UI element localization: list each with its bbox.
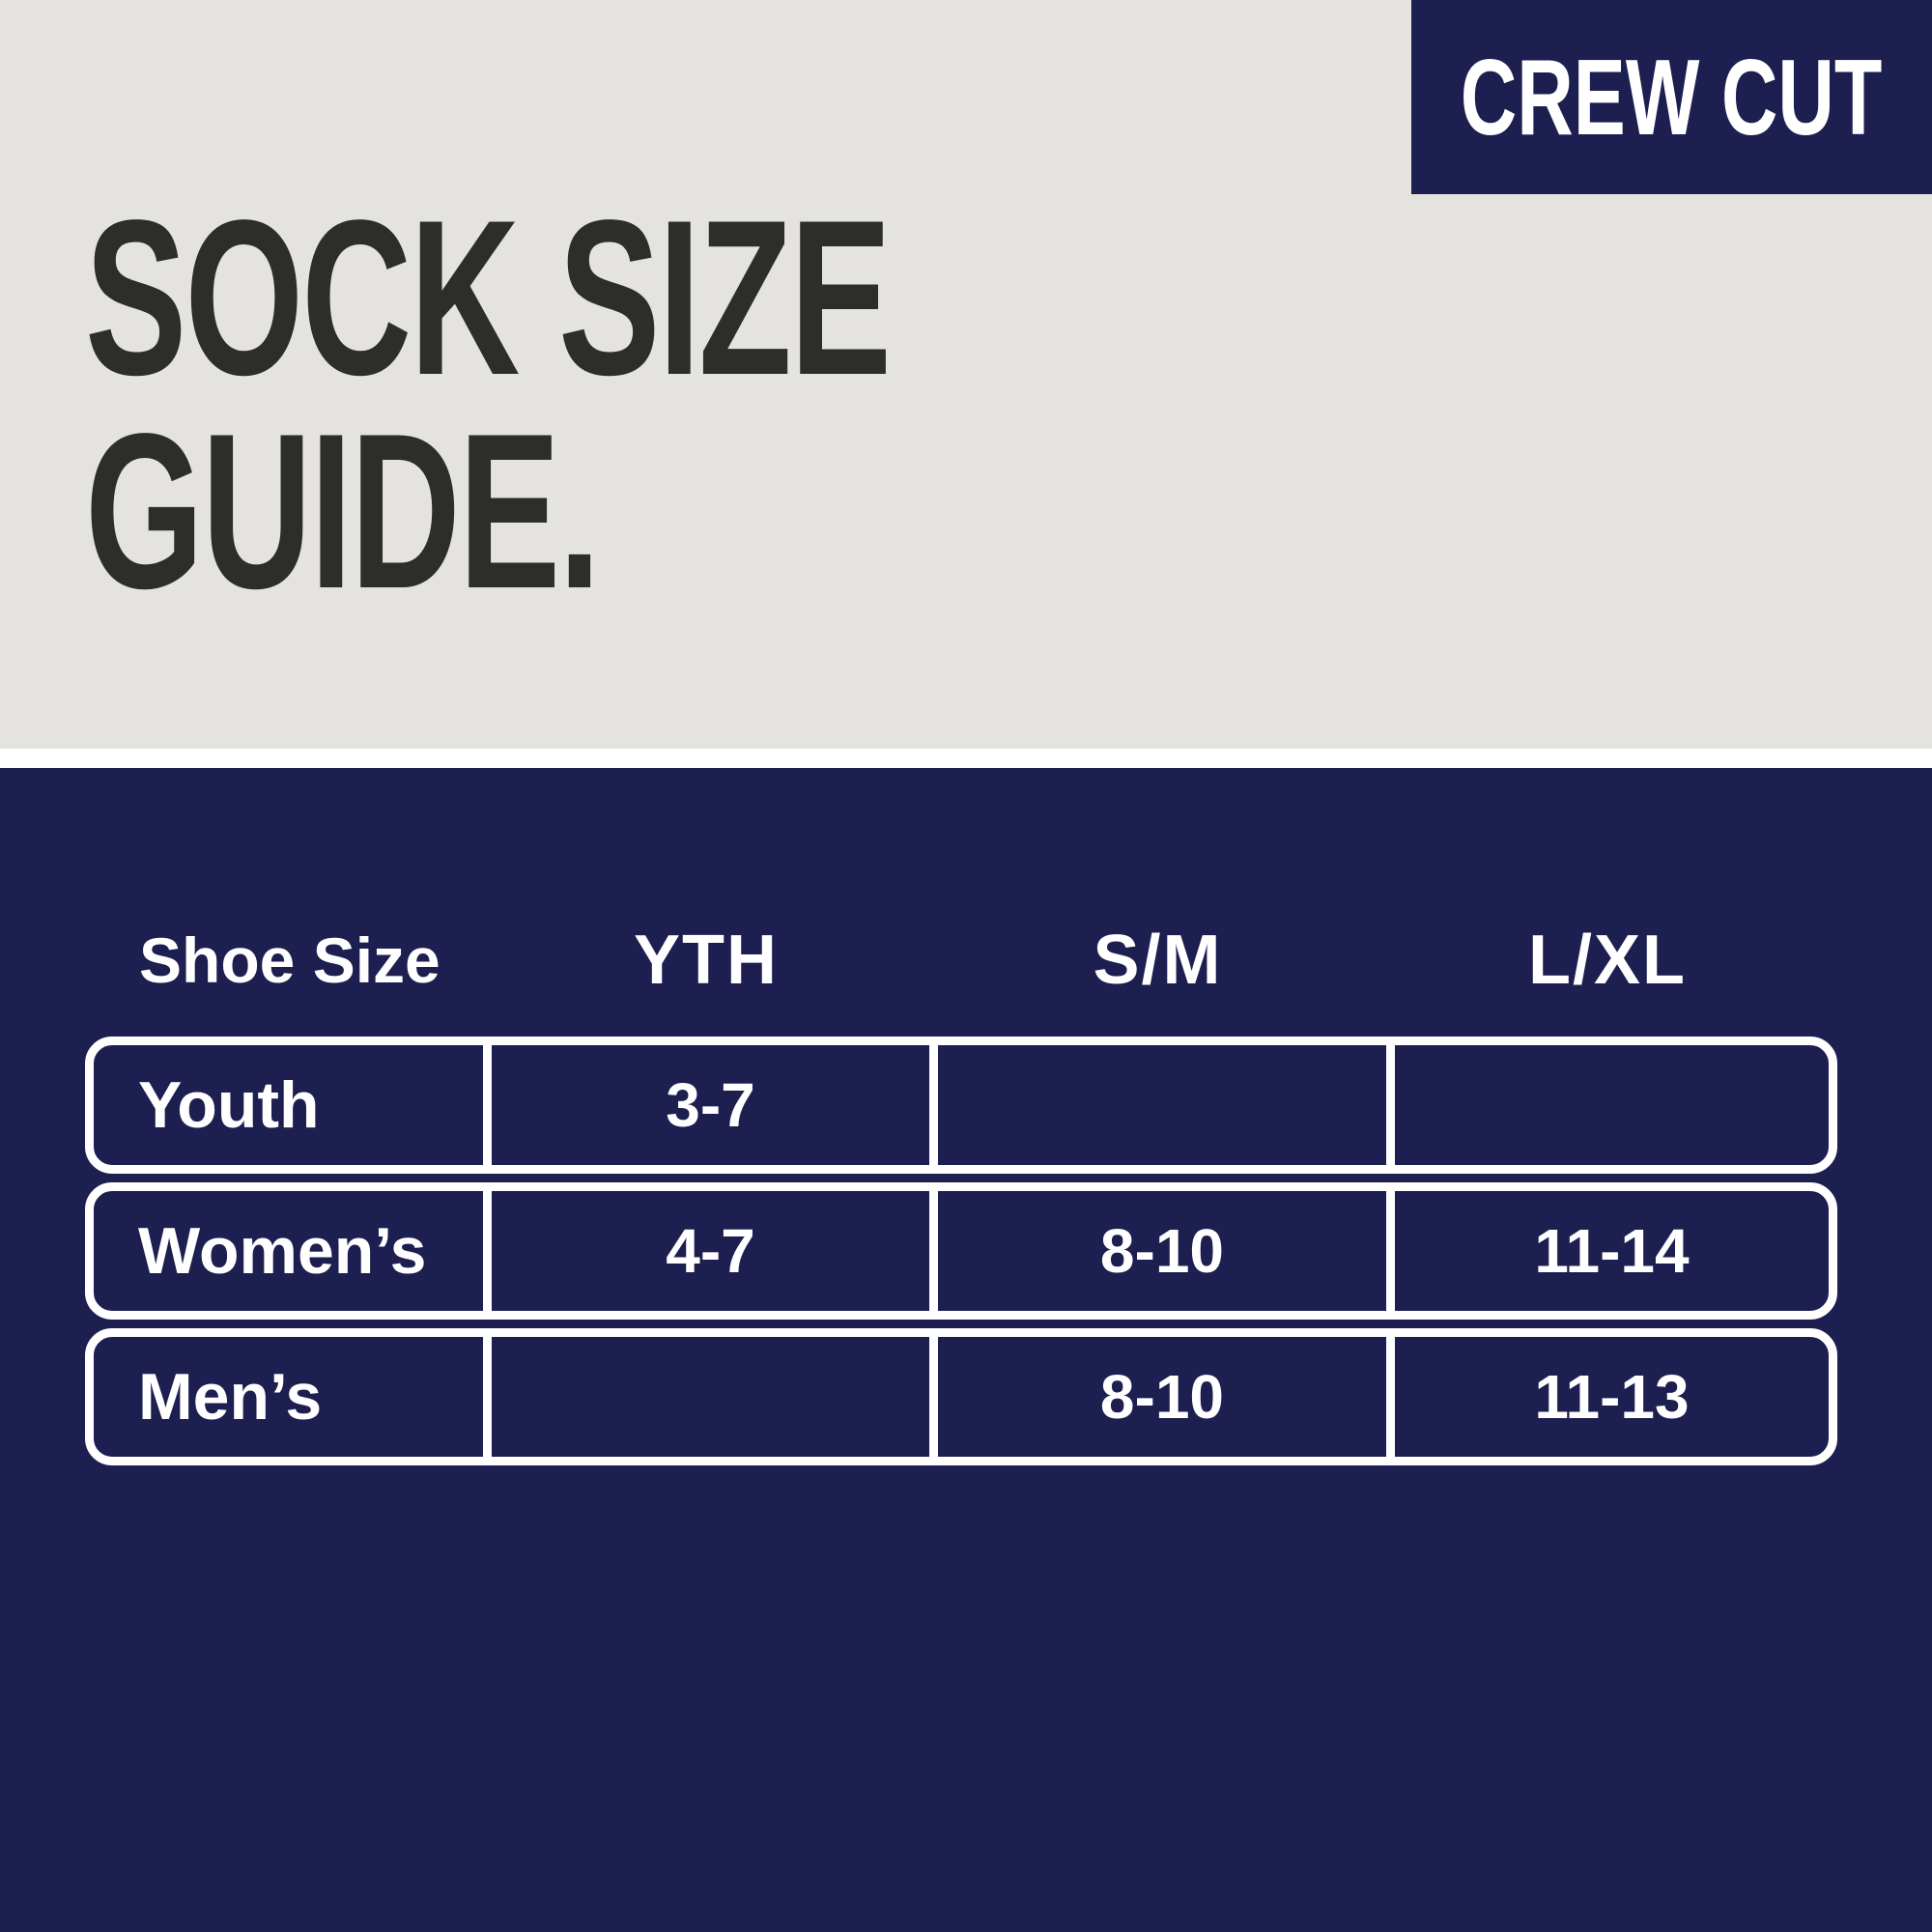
size-table-section: Shoe Size YTH S/M L/XL Youth 3-7 Women’s… (0, 768, 1932, 1932)
section-divider (0, 749, 1932, 768)
page-title-line2: GUIDE. (85, 387, 601, 635)
header-yth: YTH (633, 922, 779, 999)
row-label-youth: Youth (138, 1068, 320, 1142)
womens-sm-value: 8-10 (928, 1191, 1386, 1311)
mens-sm-value: 8-10 (928, 1337, 1386, 1457)
table-body: Youth 3-7 Women’s 4-7 8-10 11-14 Men’s 8… (85, 1037, 1837, 1465)
table-header-row: Shoe Size YTH S/M L/XL (85, 922, 1837, 999)
row-label-mens: Men’s (138, 1360, 323, 1434)
mens-lxl-value: 11-13 (1386, 1337, 1829, 1457)
womens-lxl-value: 11-14 (1386, 1191, 1829, 1311)
youth-lxl-value (1386, 1045, 1829, 1165)
row-label-womens: Women’s (138, 1214, 427, 1288)
youth-sm-value (928, 1045, 1386, 1165)
header-lxl: L/XL (1527, 922, 1687, 999)
size-table: Shoe Size YTH S/M L/XL Youth 3-7 Women’s… (85, 922, 1837, 1465)
womens-yth-value: 4-7 (483, 1191, 929, 1311)
mens-yth-value (483, 1337, 929, 1457)
header-sm: S/M (1093, 922, 1223, 999)
crew-cut-badge-label: CREW CUT (1461, 37, 1883, 157)
header-shoe-size: Shoe Size (139, 924, 440, 996)
youth-yth-value: 3-7 (483, 1045, 929, 1165)
hero-section: SOCK SIZE GUIDE. CREW CUT (0, 0, 1932, 749)
table-row-mens: Men’s 8-10 11-13 (85, 1328, 1837, 1465)
page-title-line1: SOCK SIZE (85, 174, 892, 421)
table-row-womens: Women’s 4-7 8-10 11-14 (85, 1182, 1837, 1320)
page-title: SOCK SIZE GUIDE. (85, 174, 892, 635)
table-row-youth: Youth 3-7 (85, 1037, 1837, 1174)
crew-cut-badge: CREW CUT (1411, 0, 1932, 194)
